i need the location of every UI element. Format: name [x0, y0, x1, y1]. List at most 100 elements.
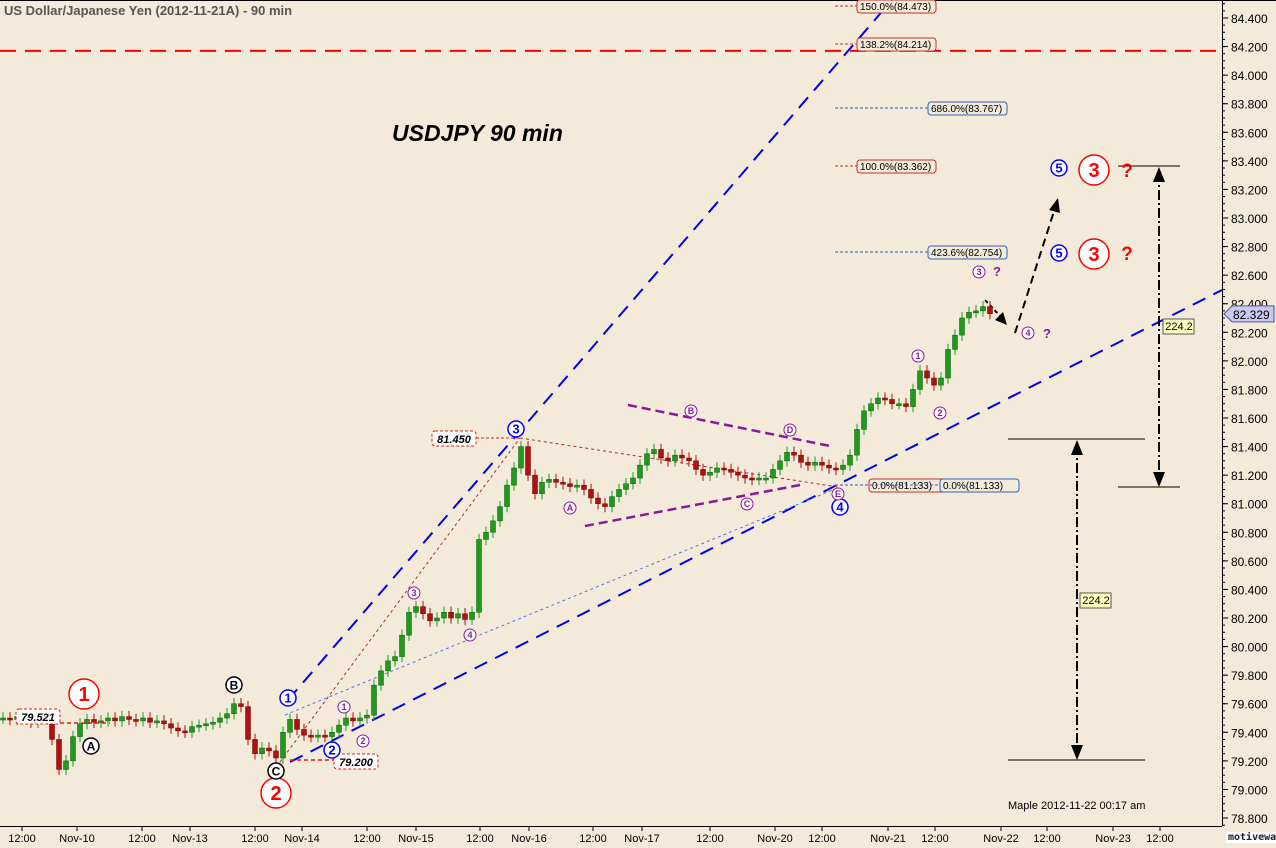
x-tick-label: 12:00	[466, 833, 494, 845]
candle	[742, 474, 748, 479]
wave-label: 4	[836, 500, 844, 515]
candle	[539, 482, 545, 494]
question-mark: ?	[1043, 326, 1051, 341]
question-mark: ?	[1121, 244, 1133, 265]
candle	[343, 717, 349, 726]
candle	[672, 454, 678, 462]
wave-label: 3	[1088, 160, 1099, 182]
y-tick-label: 79.800	[1231, 669, 1268, 683]
y-tick-label: 82.000	[1231, 355, 1268, 369]
candle	[210, 722, 216, 725]
price-box-label: 81.450	[437, 434, 472, 446]
y-tick-label: 81.600	[1231, 412, 1268, 426]
candle	[175, 727, 181, 732]
y-tick-label: 83.400	[1231, 155, 1268, 169]
wave-connector-line	[284, 486, 841, 716]
y-tick-label: 81.400	[1231, 441, 1268, 455]
watermark: motivewave.com	[1226, 832, 1276, 843]
measure-label: 224.2	[1165, 321, 1193, 333]
wave-label: D	[787, 425, 794, 435]
arrowhead-icon	[1153, 472, 1165, 487]
candle	[777, 460, 783, 470]
upper-channel-line	[287, 0, 893, 701]
x-tick-label: Nov-21	[870, 833, 905, 845]
candle	[70, 736, 76, 762]
wave-label-circle	[323, 741, 341, 759]
candle	[728, 469, 734, 473]
x-tick-label: Nov-13	[172, 833, 207, 845]
candle	[490, 520, 496, 533]
price-box	[15, 708, 61, 725]
y-tick-label: 80.600	[1231, 555, 1268, 569]
time-axis	[0, 826, 1276, 848]
y-tick-label: 83.600	[1231, 126, 1268, 140]
candle	[847, 454, 853, 466]
wave-label: 1	[284, 691, 291, 706]
arrowhead-icon	[1071, 440, 1083, 455]
candle	[644, 453, 650, 466]
candle	[532, 474, 538, 494]
wave-label: 3	[1088, 244, 1099, 266]
candle	[966, 312, 972, 319]
y-tick-label: 84.400	[1231, 12, 1268, 26]
x-tick-label: 12:00	[8, 833, 36, 845]
candle	[476, 539, 482, 613]
candle	[560, 482, 566, 485]
wave-label: 2	[270, 783, 281, 805]
candle	[805, 462, 811, 466]
chart-title: US Dollar/Japanese Yen (2012-11-21A) - 9…	[4, 3, 293, 18]
candle	[798, 454, 804, 463]
fib-label-box	[856, 159, 937, 174]
candle	[364, 714, 370, 719]
y-tick-label: 81.000	[1231, 498, 1268, 512]
arrowhead-icon	[995, 312, 1007, 325]
fib-label: 150.0%(84.473)	[860, 2, 931, 13]
candle	[196, 724, 202, 728]
candle	[308, 734, 314, 738]
wave-label-circle	[563, 501, 577, 515]
candle	[854, 429, 860, 456]
wave-label-circle	[279, 689, 297, 707]
arrowhead-icon	[1049, 198, 1060, 213]
price-box-label: 79.200	[339, 757, 374, 769]
wave-label-circle	[783, 423, 797, 437]
wave-label: A	[567, 503, 574, 513]
candle	[427, 613, 433, 622]
candle	[280, 732, 286, 759]
x-tick-label: 12:00	[128, 833, 156, 845]
candle	[336, 724, 342, 733]
x-tick-label: Nov-16	[511, 833, 546, 845]
candle	[357, 717, 363, 722]
fib-label-box	[939, 478, 1020, 493]
wave-label: 4	[1025, 328, 1030, 338]
wave-label-circle	[507, 420, 525, 438]
y-tick-label: 79.400	[1231, 726, 1268, 740]
y-tick-label: 80.800	[1231, 526, 1268, 540]
candle	[231, 703, 237, 714]
y-tick-label: 78.800	[1231, 812, 1268, 826]
candle	[882, 397, 888, 401]
wave-label: 3	[411, 588, 416, 598]
x-tick-label: 12:00	[1033, 833, 1061, 845]
y-tick-label: 81.800	[1231, 383, 1268, 397]
candle	[406, 612, 412, 636]
candle	[525, 446, 531, 476]
wave-label: C	[744, 499, 751, 509]
y-tick-label: 79.600	[1231, 698, 1268, 712]
candle	[322, 734, 328, 738]
candle	[126, 716, 132, 720]
wave-label-circle	[933, 406, 947, 420]
wave-label-circle	[407, 586, 421, 600]
candle	[154, 720, 160, 724]
candle	[273, 750, 279, 759]
candle	[546, 479, 552, 483]
candle	[567, 483, 573, 487]
candle	[826, 464, 832, 469]
y-tick-label: 83.800	[1231, 98, 1268, 112]
candle	[581, 484, 587, 490]
candle	[399, 634, 405, 657]
price-box	[333, 753, 379, 770]
y-tick-label: 79.000	[1231, 783, 1268, 797]
x-tick-label: 12:00	[241, 833, 269, 845]
